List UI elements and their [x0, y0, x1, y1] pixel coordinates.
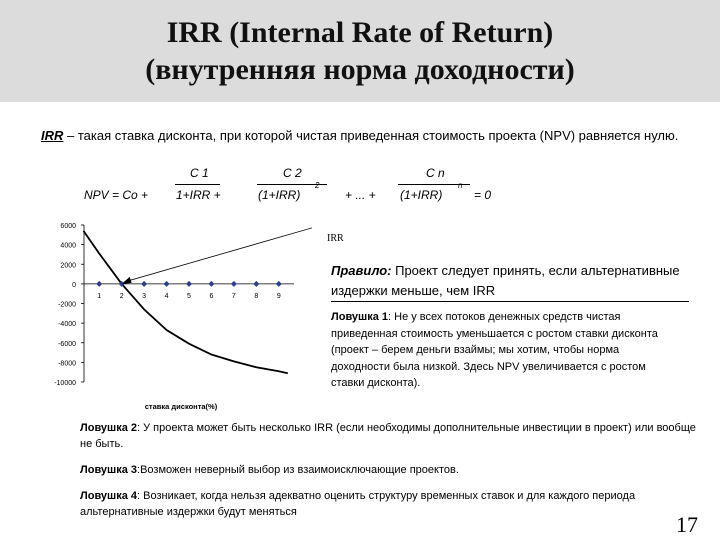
marker-point	[230, 280, 237, 287]
title-band	[0, 0, 720, 102]
x-tick-label-6: 7	[232, 293, 236, 300]
x-tick-label-1: 2	[120, 293, 124, 300]
y-tick-label-8: -10000	[54, 380, 76, 387]
title-line-1: IRR (Internal Rate of Return)	[166, 16, 554, 49]
npv-curve	[82, 230, 288, 375]
irr-definition-text: – такая ставка дисконта, при которой чис…	[63, 128, 679, 143]
trap-4-label: Ловушка 4	[80, 490, 138, 502]
x-tick-label-2: 3	[142, 293, 146, 300]
irr-arrow-head	[121, 276, 132, 284]
y-tick-label-2: 2000	[60, 262, 76, 269]
x-axis-title: ставка дисконта(%)	[145, 402, 218, 411]
irr-definition: IRR – такая ставка дисконта, при которой…	[41, 126, 701, 145]
y-tick-label-6: -6000	[58, 341, 76, 348]
y-tick-label-4: -2000	[58, 302, 76, 309]
formula-lhs: NPV = Co +	[84, 188, 149, 202]
irr-arrow-line	[124, 227, 312, 283]
y-tick-label-0: 6000	[60, 223, 76, 230]
trap-2-label: Ловушка 2	[80, 422, 138, 434]
formula-bar-n	[398, 184, 470, 185]
marker-point	[208, 280, 215, 287]
trap-1: Ловушка 1: Не у всех потоков денежных ср…	[331, 309, 676, 392]
marker-point	[96, 280, 103, 287]
npv-chart: 6000 4000 2000 0 -2000 -4000 -6000 -8000 -10000 1…	[54, 223, 312, 411]
formula-exp2: 2	[315, 181, 320, 190]
trap-3-label: Ловушка 3	[80, 464, 138, 476]
irr-annotation-label: IRR	[327, 233, 344, 244]
x-tick-label-3: 4	[165, 293, 169, 300]
trap-4-text: : Возникает, когда нельзя адекватно оцен…	[80, 490, 636, 518]
formula-expn: n	[458, 181, 463, 190]
marker-point	[186, 280, 192, 287]
formula-num1: C 1	[190, 166, 209, 180]
npv-formula: NPV = Co + C 1 1+IRR + C 2 (1+IRR) 2 + .…	[0, 160, 720, 210]
slide-title: IRR (Internal Rate of Return) (внутрення…	[0, 14, 720, 88]
rule-block: Правило: Проект следует принять, если ал…	[331, 261, 691, 301]
x-tick-label-4: 5	[187, 293, 191, 300]
rule-label: Правило:	[331, 263, 392, 278]
formula-den1: 1+IRR +	[176, 188, 221, 202]
y-tick-label-5: -4000	[58, 321, 76, 328]
trap-4: Ловушка 4: Возникает, когда нельзя адекв…	[80, 488, 700, 520]
formula-den2: (1+IRR)	[258, 188, 301, 202]
trap-2-text: : У проекта может быть несколько IRR (ес…	[80, 422, 696, 450]
marker-point	[141, 280, 148, 287]
marker-point	[253, 280, 260, 287]
x-tick-label-5: 6	[209, 293, 213, 300]
marker-point	[163, 280, 170, 287]
irr-term: IRR	[41, 128, 64, 143]
formula-bar-1	[175, 184, 220, 185]
x-tick-label-8: 9	[277, 293, 281, 300]
trap-1-label: Ловушка 1	[331, 311, 389, 323]
trap-1-text: : Не у всех потоков денежных средств чис…	[331, 311, 658, 389]
page-number: 17	[676, 512, 698, 537]
formula-num2: C 2	[283, 166, 302, 180]
trap-3: Ловушка 3:Возможен неверный выбор из вза…	[80, 462, 700, 478]
formula-denn: (1+IRR)	[400, 188, 443, 202]
formula-mid: + ... +	[345, 188, 376, 202]
y-tick-label-7: -8000	[58, 360, 76, 367]
formula-numn: C n	[426, 166, 445, 180]
x-tick-label-7: 8	[254, 293, 258, 300]
formula-rhs: = 0	[474, 188, 492, 202]
x-tick-label-0: 1	[97, 293, 101, 300]
trap-2: Ловушка 2: У проекта может быть нескольк…	[80, 420, 700, 452]
rule-divider	[331, 301, 689, 302]
rule-text: Проект следует принять, если альтернатив…	[331, 263, 680, 298]
title-line-2: (внутренняя норма доходности)	[145, 53, 575, 86]
marker-point	[275, 280, 282, 287]
y-tick-label-1: 4000	[60, 243, 76, 250]
trap-3-text: :Возможен неверный выбор из взаимоисключ…	[137, 464, 459, 476]
y-tick-label-3: 0	[72, 282, 76, 289]
formula-bar-2	[257, 184, 327, 185]
